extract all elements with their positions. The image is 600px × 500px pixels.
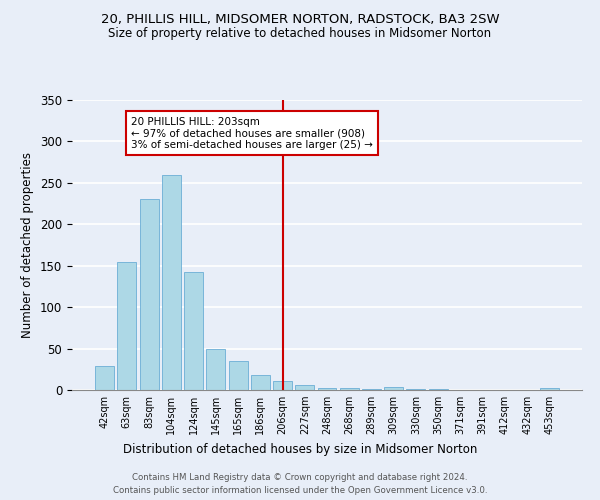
Bar xyxy=(429,389,448,390)
Bar xyxy=(251,375,270,390)
Bar xyxy=(384,386,403,390)
Bar xyxy=(184,272,203,390)
Bar xyxy=(140,198,158,390)
Bar xyxy=(295,385,314,390)
Y-axis label: Number of detached properties: Number of detached properties xyxy=(22,152,34,338)
Text: Contains public sector information licensed under the Open Government Licence v3: Contains public sector information licen… xyxy=(113,486,487,495)
Bar xyxy=(317,388,337,390)
Text: 20, PHILLIS HILL, MIDSOMER NORTON, RADSTOCK, BA3 2SW: 20, PHILLIS HILL, MIDSOMER NORTON, RADST… xyxy=(101,12,499,26)
Bar xyxy=(229,361,248,390)
Bar xyxy=(118,262,136,390)
Bar xyxy=(206,350,225,390)
Text: 20 PHILLIS HILL: 203sqm
← 97% of detached houses are smaller (908)
3% of semi-de: 20 PHILLIS HILL: 203sqm ← 97% of detache… xyxy=(131,116,373,150)
Text: Contains HM Land Registry data © Crown copyright and database right 2024.: Contains HM Land Registry data © Crown c… xyxy=(132,472,468,482)
Text: Distribution of detached houses by size in Midsomer Norton: Distribution of detached houses by size … xyxy=(123,442,477,456)
Bar xyxy=(362,389,381,390)
Bar xyxy=(273,381,292,390)
Bar xyxy=(406,389,425,390)
Bar xyxy=(540,388,559,390)
Bar xyxy=(95,366,114,390)
Bar xyxy=(162,174,181,390)
Bar xyxy=(340,388,359,390)
Text: Size of property relative to detached houses in Midsomer Norton: Size of property relative to detached ho… xyxy=(109,28,491,40)
